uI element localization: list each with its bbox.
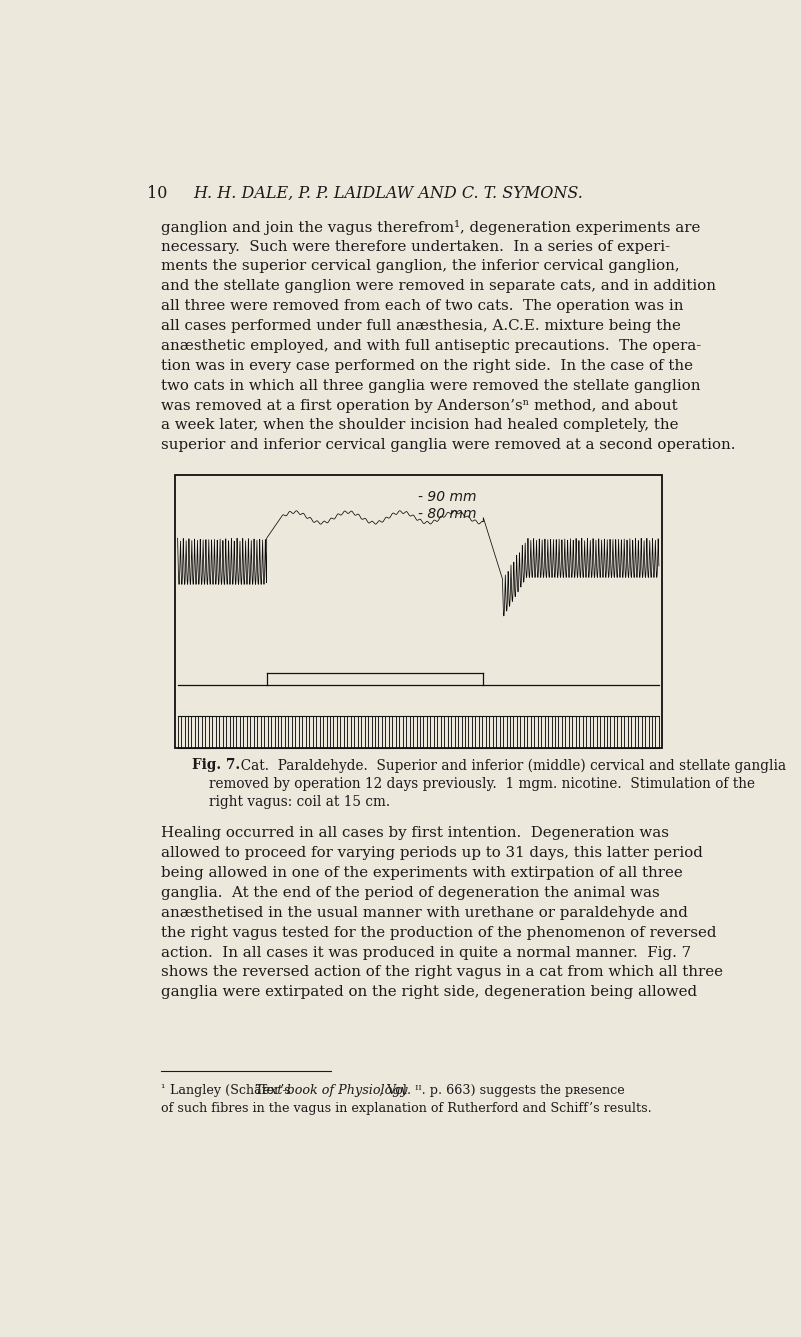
Text: 10: 10 <box>147 185 167 202</box>
Text: anæsthetised in the usual manner with urethane or paraldehyde and: anæsthetised in the usual manner with ur… <box>160 906 687 920</box>
Text: Healing occurred in all cases by first intention.  Degeneration was: Healing occurred in all cases by first i… <box>160 826 669 841</box>
Text: right vagus: coil at 15 cm.: right vagus: coil at 15 cm. <box>208 796 390 809</box>
Text: anæsthetic employed, and with full antiseptic precautions.  The opera-: anæsthetic employed, and with full antis… <box>160 338 701 353</box>
Text: all cases performed under full anæsthesia, A.C.E. mixture being the: all cases performed under full anæsthesi… <box>160 320 681 333</box>
Text: ganglia were extirpated on the right side, degeneration being allowed: ganglia were extirpated on the right sid… <box>160 985 697 999</box>
Text: a week later, when the shoulder incision had healed completely, the: a week later, when the shoulder incision… <box>160 418 678 432</box>
Text: H. H. DALE, P. P. LAIDLAW AND C. T. SYMONS.: H. H. DALE, P. P. LAIDLAW AND C. T. SYMO… <box>193 185 583 202</box>
Text: , Vol. ᴵᴵ. p. 663) suggests the pʀesence: , Vol. ᴵᴵ. p. 663) suggests the pʀesence <box>379 1084 625 1098</box>
Bar <box>175 475 662 749</box>
Text: removed by operation 12 days previously.  1 mgm. nicotine.  Stimulation of the: removed by operation 12 days previously.… <box>208 777 755 790</box>
Text: the right vagus tested for the production of the phenomenon of reversed: the right vagus tested for the productio… <box>160 925 716 940</box>
Text: Text-book of Physiology: Text-book of Physiology <box>256 1084 408 1098</box>
Text: - 80 mm: - 80 mm <box>418 508 477 521</box>
Text: necessary.  Such were therefore undertaken.  In a series of experi-: necessary. Such were therefore undertake… <box>160 239 670 254</box>
Text: and the stellate ganglion were removed in separate cats, and in addition: and the stellate ganglion were removed i… <box>160 279 715 293</box>
Text: - 90 mm: - 90 mm <box>418 491 477 504</box>
Text: shows the reversed action of the right vagus in a cat from which all three: shows the reversed action of the right v… <box>160 965 723 980</box>
Text: superior and inferior cervical ganglia were removed at a second operation.: superior and inferior cervical ganglia w… <box>160 439 735 452</box>
Text: being allowed in one of the experiments with extirpation of all three: being allowed in one of the experiments … <box>160 866 682 880</box>
Text: two cats in which all three ganglia were removed the stellate ganglion: two cats in which all three ganglia were… <box>160 378 700 393</box>
Text: Fig. 7.: Fig. 7. <box>191 758 239 773</box>
Text: ¹: ¹ <box>160 1084 165 1095</box>
Text: all three were removed from each of two cats.  The operation was in: all three were removed from each of two … <box>160 299 683 313</box>
Text: allowed to proceed for varying periods up to 31 days, this latter period: allowed to proceed for varying periods u… <box>160 846 702 860</box>
Text: ganglion and join the vagus therefrom¹, degeneration experiments are: ganglion and join the vagus therefrom¹, … <box>160 219 700 235</box>
Text: was removed at a first operation by Anderson’sⁿ method, and about: was removed at a first operation by Ande… <box>160 398 677 413</box>
Text: tion was in every case performed on the right side.  In the case of the: tion was in every case performed on the … <box>160 358 693 373</box>
Text: Langley (Schäfer’s: Langley (Schäfer’s <box>170 1084 295 1098</box>
Text: action.  In all cases it was produced in quite a normal manner.  Fig. 7: action. In all cases it was produced in … <box>160 945 690 960</box>
Text: Cat.  Paraldehyde.  Superior and inferior (middle) cervical and stellate ganglia: Cat. Paraldehyde. Superior and inferior … <box>231 758 786 773</box>
Text: ganglia.  At the end of the period of degeneration the animal was: ganglia. At the end of the period of deg… <box>160 886 659 900</box>
Text: of such fibres in the vagus in explanation of Rutherford and Schiff’s results.: of such fibres in the vagus in explanati… <box>160 1102 651 1115</box>
Text: ments the superior cervical ganglion, the inferior cervical ganglion,: ments the superior cervical ganglion, th… <box>160 259 679 274</box>
